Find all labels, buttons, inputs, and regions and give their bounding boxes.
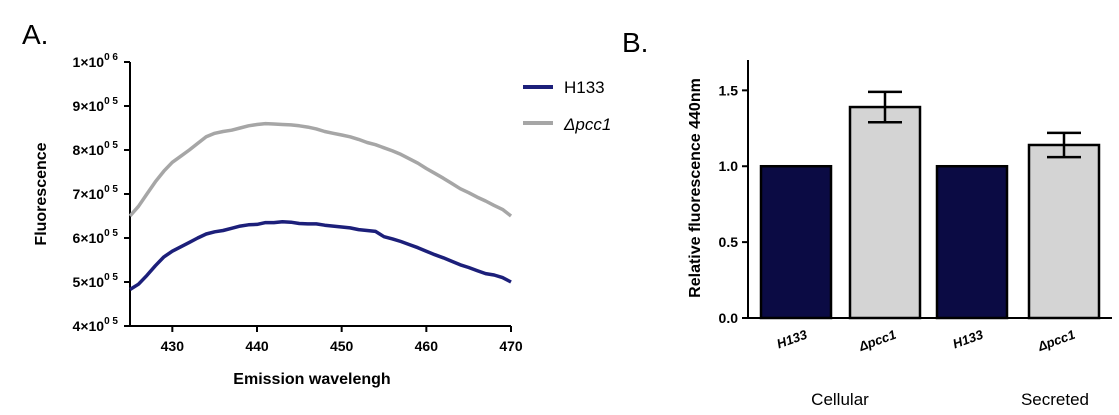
panel-b-label: B. xyxy=(622,27,648,58)
y-tick-label: 6×100 5 xyxy=(73,228,119,246)
panel-a-x-axis-title: Emission wavelengh xyxy=(233,371,390,388)
y-tick-label: 1.0 xyxy=(719,158,739,174)
legend-label-h133: H133 xyxy=(564,78,605,97)
panel-b-category-labels: H133 Δpcc1 H133 Δpcc1 xyxy=(775,326,1077,354)
y-tick-mantissa: 5×10 xyxy=(73,274,105,290)
y-tick-mantissa: 6×10 xyxy=(73,230,105,246)
y-tick-mantissa: 9×10 xyxy=(73,98,105,114)
bar-2 xyxy=(935,164,1009,320)
x-tick-label: 430 xyxy=(161,338,185,354)
category-label-0: H133 xyxy=(775,326,810,351)
x-tick-label: 470 xyxy=(499,338,523,354)
panel-a-series xyxy=(128,121,513,291)
y-tick-label: 0.5 xyxy=(719,234,739,250)
y-tick-exponent: 0 5 xyxy=(104,96,118,107)
category-label-3: Δpcc1 xyxy=(1035,327,1077,355)
y-tick-exponent: 0 5 xyxy=(104,228,118,239)
panel-b-bars xyxy=(759,90,1101,320)
bar-3 xyxy=(1027,143,1101,320)
y-tick-exponent: 0 5 xyxy=(104,184,118,195)
series-line-h133 xyxy=(129,219,512,291)
category-label-2: H133 xyxy=(951,326,986,351)
group-label-secreted: Secreted xyxy=(1021,390,1089,409)
y-tick-label: 8×100 5 xyxy=(73,140,119,158)
panel-b-y-axis-title: Relative fluorescence 440nm xyxy=(687,78,704,298)
group-label-cellular: Cellular xyxy=(811,390,869,409)
y-tick-label: 1.5 xyxy=(719,82,739,98)
y-tick-mantissa: 4×10 xyxy=(73,318,105,334)
panel-a-y-ticks: 4×100 55×100 56×100 57×100 58×100 59×100… xyxy=(73,52,130,334)
y-tick-mantissa: 1×10 xyxy=(73,54,105,70)
y-tick-exponent: 0 5 xyxy=(104,140,118,151)
panel-a-legend: H133 Δpcc1 xyxy=(523,78,611,134)
legend-label-dpcc1: Δpcc1 xyxy=(563,115,611,134)
bar-1 xyxy=(848,105,922,320)
y-tick-mantissa: 8×10 xyxy=(73,142,105,158)
x-tick-label: 450 xyxy=(330,338,354,354)
panel-a: A. 4×100 55×100 56×100 57×100 58×100 59×… xyxy=(22,19,611,388)
y-tick-exponent: 0 5 xyxy=(104,272,118,283)
y-tick-label: 9×100 5 xyxy=(73,96,119,114)
panel-b-group-labels: Cellular Secreted xyxy=(811,390,1089,409)
y-tick-exponent: 0 6 xyxy=(104,52,118,63)
y-tick-label: 0.0 xyxy=(719,310,739,326)
y-tick-label: 1×100 6 xyxy=(73,52,119,70)
y-tick-mantissa: 7×10 xyxy=(73,186,105,202)
y-tick-label: 4×100 5 xyxy=(73,316,119,334)
panel-a-x-ticks: 430 440 450 460 470 xyxy=(161,326,523,354)
x-tick-label: 440 xyxy=(245,338,269,354)
bar-0 xyxy=(759,164,833,320)
series-line-dpcc1 xyxy=(128,121,513,218)
y-tick-exponent: 0 5 xyxy=(104,316,118,327)
y-tick-label: 7×100 5 xyxy=(73,184,119,202)
x-tick-label: 460 xyxy=(415,338,439,354)
panel-a-y-axis-title: Fluorescence xyxy=(33,142,50,245)
category-label-1: Δpcc1 xyxy=(856,327,898,355)
panel-a-label: A. xyxy=(22,19,48,50)
panel-b: B. 0.0 0.5 1.0 1.5 Relative fluorescence 44… xyxy=(622,27,1112,409)
y-tick-label: 5×100 5 xyxy=(73,272,119,290)
panel-b-y-ticks: 0.0 0.5 1.0 1.5 xyxy=(719,82,748,326)
